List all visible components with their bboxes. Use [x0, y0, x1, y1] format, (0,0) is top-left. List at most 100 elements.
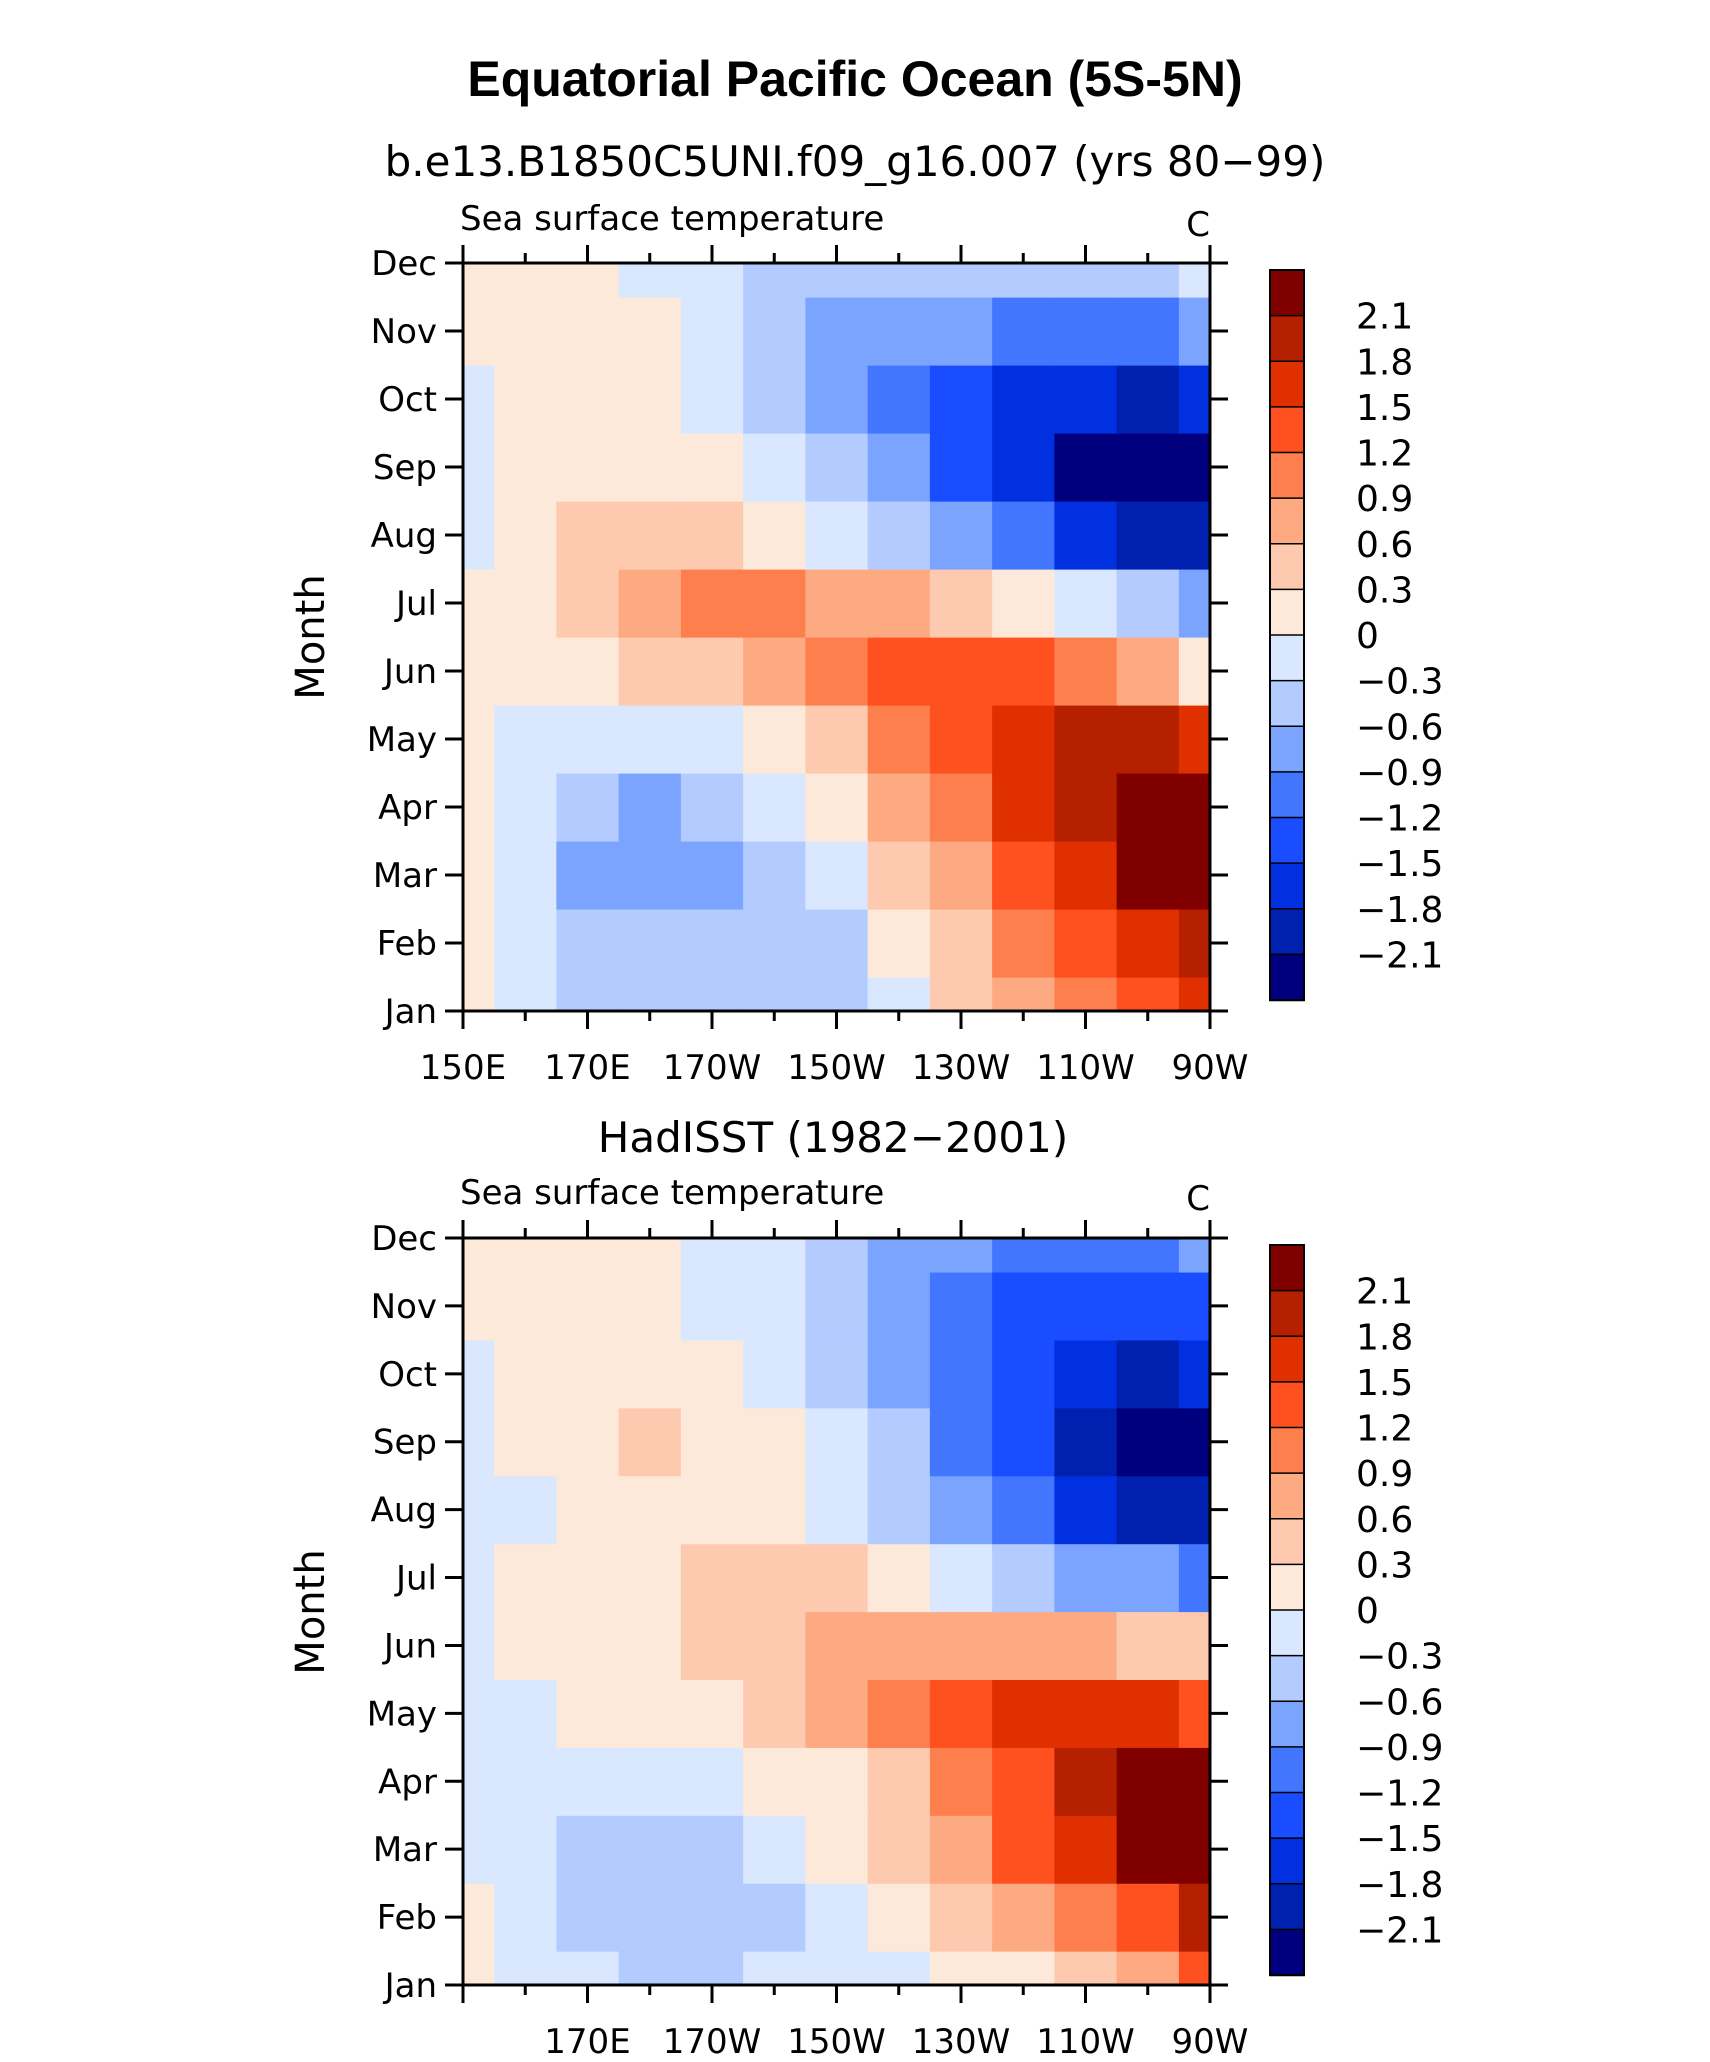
colorbar-box: [1269, 1381, 1305, 1429]
heatmap-cell: [1054, 1951, 1118, 1986]
heatmap-cell: [743, 841, 806, 910]
heatmap-cell: [805, 263, 869, 298]
colorbar-box: [1269, 1472, 1305, 1521]
y-tick-label: Sep: [373, 448, 437, 488]
y-tick-label: Jun: [382, 1626, 437, 1666]
heatmap-cell: [494, 569, 557, 638]
heatmap-cell: [463, 841, 495, 910]
heatmap-cell: [1054, 1543, 1118, 1613]
heatmap-cell: [1116, 1339, 1180, 1409]
heatmap-cell: [992, 1271, 1055, 1341]
heatmap-cell: [1178, 1679, 1211, 1748]
heatmap-cell: [494, 1238, 557, 1273]
heatmap-cell: [618, 1815, 682, 1884]
panel-1-left-label: Sea surface temperature: [460, 199, 884, 239]
heatmap-cell: [463, 1271, 495, 1341]
y-tick-label: Oct: [378, 1355, 437, 1395]
colorbar-label: −1.8: [1356, 890, 1443, 931]
heatmap-cell: [463, 501, 495, 570]
heatmap-cell: [805, 297, 869, 366]
heatmap-cell: [929, 773, 993, 842]
heatmap-cell: [992, 365, 1055, 434]
panel-2-units-label: C: [1186, 1179, 1210, 1219]
heatmap-cell: [805, 1883, 869, 1952]
heatmap-cell: [494, 1543, 557, 1613]
heatmap-cell: [680, 1543, 744, 1613]
colorbar-box: [1269, 1289, 1305, 1338]
heatmap-cell: [929, 1339, 993, 1409]
heatmap-cell: [463, 1543, 495, 1613]
heatmap-cell: [805, 637, 869, 706]
heatmap-cell: [494, 909, 557, 978]
heatmap-cell: [556, 977, 620, 1012]
heatmap-cell: [618, 1883, 682, 1952]
colorbar-box: [1269, 953, 1305, 1002]
heatmap-cell: [992, 1475, 1055, 1545]
heatmap-cell: [680, 501, 744, 570]
heatmap-cell: [680, 841, 744, 910]
heatmap-cell: [992, 1883, 1055, 1952]
x-tick-label: 150W: [787, 1048, 886, 1088]
y-tick-label: Apr: [378, 1762, 437, 1802]
y-tick-label: May: [367, 720, 437, 760]
heatmap-cell: [805, 1271, 869, 1341]
colorbar-box: [1269, 314, 1305, 363]
heatmap-cell: [1116, 1747, 1180, 1816]
heatmap-cell: [680, 297, 744, 366]
heatmap-cell: [743, 1611, 806, 1681]
heatmap-cell: [992, 1407, 1055, 1477]
heatmap-cell: [494, 977, 557, 1012]
heatmap-cell: [1054, 433, 1118, 502]
y-tick-label: Mar: [373, 856, 437, 896]
colorbar-box: [1269, 451, 1305, 500]
heatmap-cell: [494, 365, 557, 434]
y-tick-label: Jan: [383, 1966, 437, 2006]
x-tick-label: 150W: [787, 2022, 886, 2062]
heatmap-cell: [556, 1407, 620, 1477]
y-tick-label: Dec: [371, 1219, 437, 1259]
colorbar-label: −0.9: [1356, 753, 1443, 794]
x-tick-label: 170E: [544, 1048, 630, 1088]
heatmap-cell: [929, 841, 993, 910]
heatmap-cell: [463, 569, 495, 638]
heatmap-cell: [743, 1679, 806, 1748]
heatmap-cell: [618, 501, 682, 570]
heatmap-cell: [867, 1747, 931, 1816]
colorbar-label: 0: [1356, 616, 1379, 657]
heatmap-cell: [1116, 841, 1180, 910]
heatmap-cell: [867, 1407, 931, 1477]
panel-2-left-label: Sea surface temperature: [460, 1173, 884, 1213]
colorbar-label: 1.8: [1356, 1317, 1413, 1358]
heatmap-cell: [1054, 637, 1118, 706]
heatmap-cell: [494, 1679, 557, 1748]
heatmap-cell: [743, 1271, 806, 1341]
heatmap-cell: [556, 1475, 620, 1545]
y-tick-label: Oct: [378, 380, 437, 420]
heatmap-cell: [743, 501, 806, 570]
y-tick-label: Jun: [382, 652, 437, 692]
heatmap-cell: [1178, 1271, 1211, 1341]
x-tick-label: 110W: [1036, 2022, 1135, 2062]
heatmap-cell: [867, 705, 931, 774]
colorbar-box: [1269, 1883, 1305, 1931]
heatmap-cell: [1054, 773, 1118, 842]
heatmap-cell: [867, 909, 931, 978]
heatmap-cell: [992, 1238, 1055, 1273]
heatmap-cell: [618, 773, 682, 842]
heatmap-cell: [463, 1238, 495, 1273]
heatmap-cell: [494, 297, 557, 366]
heatmap-cell: [1178, 1611, 1211, 1681]
heatmap-cell: [680, 1951, 744, 1986]
heatmap-cell: [867, 1543, 931, 1613]
heatmap-cell: [463, 1339, 495, 1409]
colorbar-box: [1269, 406, 1305, 454]
colorbar-box: [1269, 1791, 1305, 1840]
heatmap-cell: [992, 263, 1055, 298]
colorbar-label: −0.6: [1356, 707, 1443, 748]
heatmap-cell: [929, 1883, 993, 1952]
heatmap-cell: [992, 297, 1055, 366]
colorbar-label: 0.6: [1356, 1500, 1413, 1541]
heatmap-cell: [463, 637, 495, 706]
colorbar-label: 1.5: [1356, 388, 1413, 429]
heatmap-cell: [929, 1951, 993, 1986]
